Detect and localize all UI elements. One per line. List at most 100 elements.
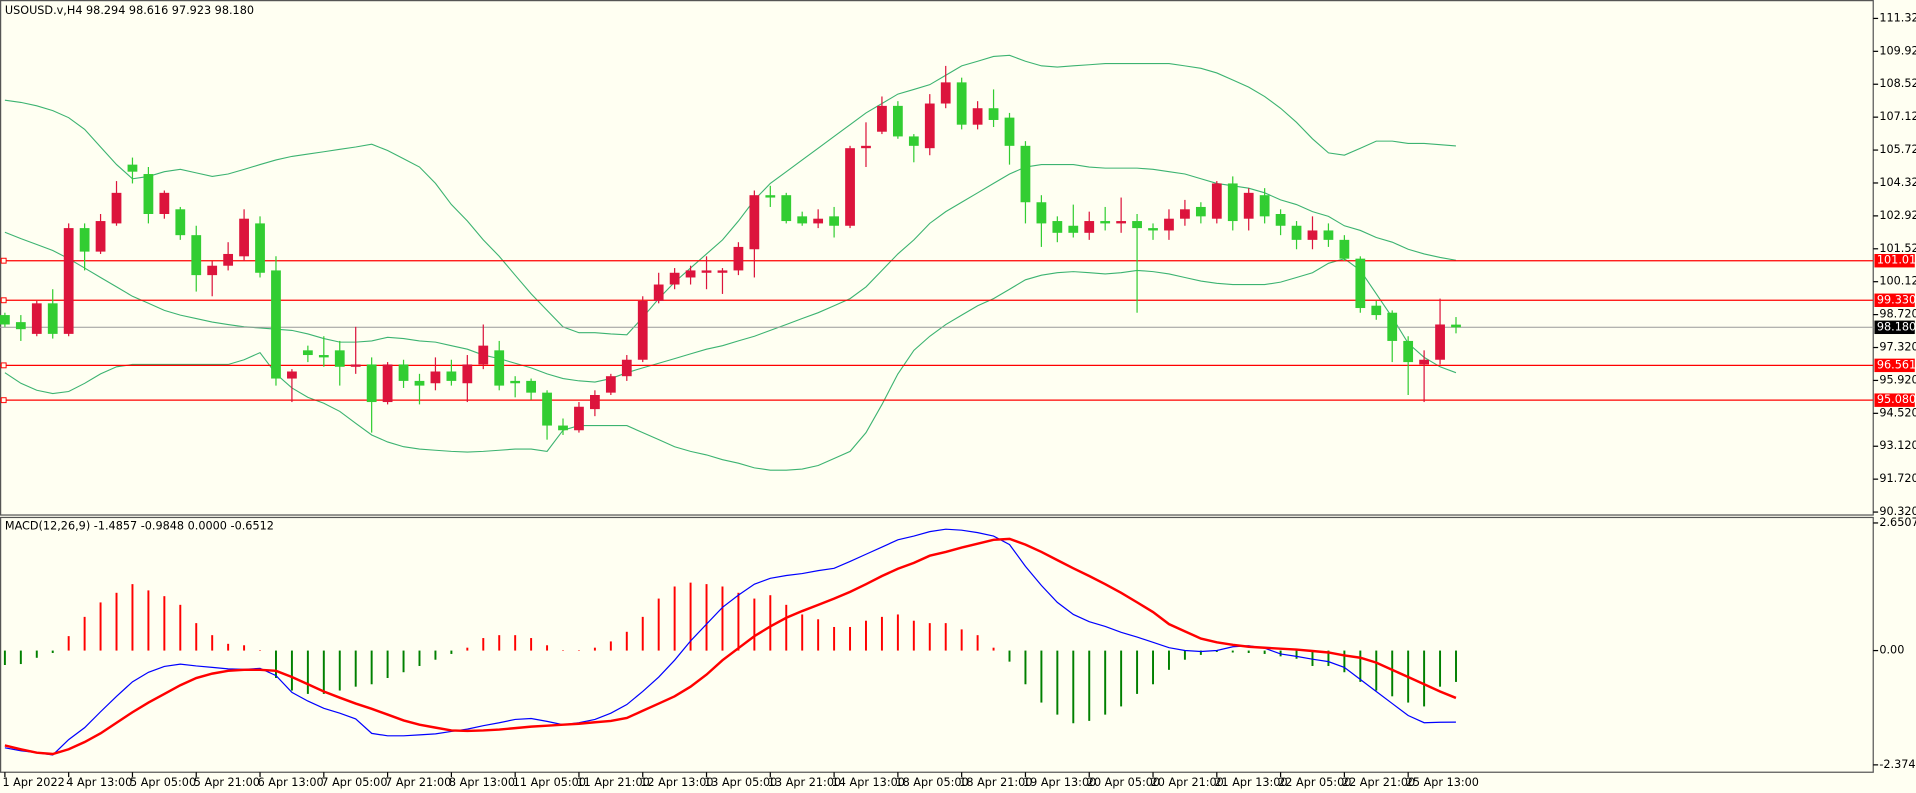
x-tick-label: 7 Apr 05:00 (321, 776, 387, 789)
candle-body (1435, 324, 1445, 360)
x-tick-label: 20 Apr 05:00 (1087, 776, 1160, 789)
candle-body (1068, 225, 1079, 233)
level-label-bg (1874, 358, 1915, 373)
candle-body (733, 246, 744, 271)
y-tick-label: 91.720 (1879, 472, 1916, 485)
candle-body (478, 345, 489, 365)
candle-body (223, 253, 234, 266)
candle-body (845, 148, 855, 226)
candle-body (669, 272, 680, 285)
y-tick-label: 105.720 (1879, 143, 1916, 156)
y-tick-label: -2.3742 (1879, 758, 1916, 771)
x-tick-label: 12 Apr 13:00 (640, 776, 713, 789)
y-tick-label: 94.520 (1879, 406, 1916, 419)
level-marker (0, 257, 7, 264)
chart-title: MACD(12,26,9) -1.4857 -0.9848 0.0000 -0.… (5, 520, 274, 533)
candle-body (143, 174, 154, 215)
candle-body (95, 221, 106, 252)
y-tick-label: 0.00 (1879, 644, 1904, 657)
candle-body (1371, 305, 1382, 316)
candle-body (1323, 230, 1334, 240)
candle-body (1403, 340, 1414, 363)
x-tick-label: 13 Apr 05:00 (704, 776, 777, 789)
candle-body (781, 195, 792, 222)
candle-body (1084, 221, 1095, 233)
candle-body (1052, 221, 1063, 233)
candle-body (908, 136, 919, 146)
last-price-label-bg (1874, 320, 1915, 335)
candle-body (366, 364, 377, 403)
candle-body (749, 195, 760, 250)
level-marker (0, 397, 7, 404)
x-tick-label: 7 Apr 21:00 (385, 776, 451, 789)
y-tick-label: 90.320 (1879, 505, 1916, 518)
x-tick-label: 1 Apr 2022 (2, 776, 64, 789)
candle-body (701, 270, 712, 273)
candle-body (1339, 239, 1350, 259)
candle-body (462, 364, 473, 384)
y-tick-label: 111.320 (1879, 11, 1916, 24)
candle-body (797, 216, 808, 224)
candle-body (1307, 230, 1318, 240)
x-tick-label: 6 Apr 13:00 (258, 776, 324, 789)
x-tick-label: 8 Apr 13:00 (449, 776, 515, 789)
candle-body (1387, 312, 1398, 341)
candle-body (1259, 195, 1270, 217)
candle-body (972, 108, 983, 125)
x-tick-label: 14 Apr 13:00 (832, 776, 905, 789)
x-tick-label: 13 Apr 21:00 (768, 776, 841, 789)
macd-line (4, 537, 1457, 756)
candle-body (334, 350, 345, 367)
x-tick-label: 19 Apr 13:00 (1023, 776, 1096, 789)
candle-body (1148, 228, 1158, 231)
y-tick-label: 93.120 (1879, 439, 1916, 452)
x-tick-label: 4 Apr 13:00 (66, 776, 132, 789)
y-tick-label: 100.120 (1879, 275, 1916, 288)
candle-body (175, 209, 186, 236)
candle-body (1116, 221, 1127, 224)
candle-body (765, 195, 776, 198)
level-label-bg (1874, 293, 1915, 307)
candle-body (1036, 202, 1047, 224)
candle-body (382, 364, 393, 403)
candle-body (590, 394, 600, 410)
candle-body (127, 164, 138, 172)
candle-body (207, 265, 218, 276)
candle-body (956, 82, 967, 125)
candle-body (1275, 214, 1286, 226)
candle-body (446, 371, 457, 381)
candle-body (574, 406, 584, 431)
x-tick-label: 18 Apr 05:00 (895, 776, 968, 789)
x-tick-label: 20 Apr 21:00 (1151, 776, 1224, 789)
candle-body (1132, 221, 1142, 229)
bollinger-band (4, 258, 1457, 471)
y-tick-label: 101.520 (1879, 242, 1916, 255)
candle-body (111, 192, 122, 224)
candle-body (653, 284, 664, 301)
candle-body (542, 392, 552, 426)
level-label: 95.080 (1877, 393, 1916, 406)
y-tick-label: 95.920 (1879, 373, 1916, 386)
y-tick-label: 109.920 (1879, 44, 1916, 57)
candle-body (1419, 359, 1429, 365)
candle-body (1164, 218, 1174, 231)
candle-body (1451, 324, 1461, 328)
y-tick-label: 98.720 (1879, 308, 1916, 321)
candle-body (892, 105, 903, 137)
y-tick-label: 2.6507 (1879, 516, 1916, 529)
candle-body (717, 270, 728, 273)
candle-body (1227, 183, 1238, 222)
candle-body (877, 105, 887, 132)
level-label: 101.013 (1877, 254, 1916, 267)
candle-body (47, 303, 58, 334)
candle-body (1291, 225, 1302, 240)
candle-body (1180, 209, 1190, 219)
x-tick-label: 22 Apr 21:00 (1342, 776, 1415, 789)
candle-body (318, 355, 329, 358)
x-tick-label: 22 Apr 05:00 (1278, 776, 1351, 789)
candle-body (1195, 206, 1206, 217)
candle-body (398, 364, 409, 381)
level-label: 99.330 (1877, 293, 1916, 306)
